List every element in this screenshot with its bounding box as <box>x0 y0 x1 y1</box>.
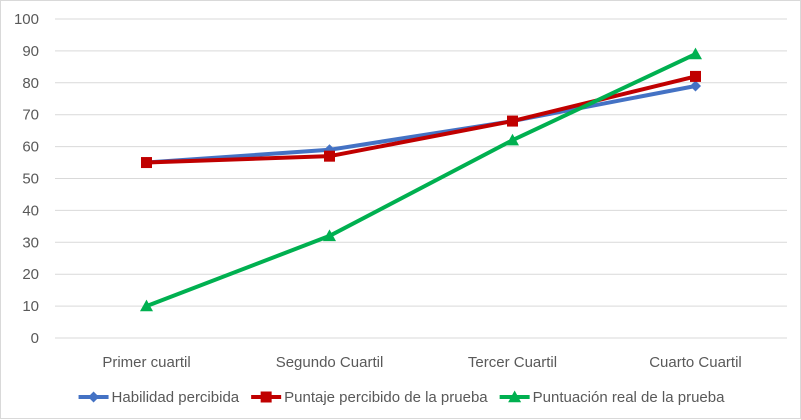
series-lines <box>140 47 702 312</box>
series-line <box>144 52 698 309</box>
y-tick-label: 20 <box>22 266 39 283</box>
x-axis-tick-labels: Primer cuartil Segundo Cuartil Tercer Cuar… <box>102 354 741 371</box>
data-point <box>140 299 153 312</box>
legend-label: Puntuación real de la prueba <box>533 389 725 406</box>
data-point <box>141 157 152 169</box>
y-tick-label: 0 <box>31 330 39 347</box>
x-tick-label: Cuarto Cuartil <box>649 354 742 371</box>
data-point <box>690 70 701 82</box>
y-tick-label: 40 <box>22 202 39 219</box>
y-tick-label: 60 <box>22 139 39 156</box>
legend-swatch-marker <box>260 391 272 403</box>
legend-swatch-marker <box>508 390 522 403</box>
series-line <box>144 74 698 165</box>
data-point <box>323 229 336 242</box>
y-tick-label: 70 <box>22 107 39 124</box>
x-tick-label: Tercer Cuartil <box>468 354 557 371</box>
series-line <box>144 83 698 165</box>
data-point <box>507 115 518 127</box>
legend-label: Puntaje percibido de la prueba <box>284 389 488 406</box>
y-axis-tick-labels: 0 10 20 30 40 50 60 70 80 90 100 <box>14 11 39 347</box>
legend: Habilidad percibida Puntaje percibido de … <box>78 389 725 406</box>
gridlines <box>55 18 787 339</box>
data-point <box>506 133 519 146</box>
x-tick-label: Primer cuartil <box>102 354 190 371</box>
legend-label: Habilidad percibida <box>112 389 240 406</box>
y-tick-label: 30 <box>22 234 39 251</box>
y-tick-label: 80 <box>22 75 39 92</box>
y-tick-label: 50 <box>22 171 39 188</box>
data-point <box>324 150 335 162</box>
data-point <box>689 47 702 60</box>
data-point <box>690 80 701 92</box>
x-tick-label: Segundo Cuartil <box>276 354 384 371</box>
y-tick-label: 10 <box>22 298 39 315</box>
y-tick-label: 90 <box>22 43 39 60</box>
y-tick-label: 100 <box>14 11 39 28</box>
legend-swatch-marker <box>88 391 100 403</box>
